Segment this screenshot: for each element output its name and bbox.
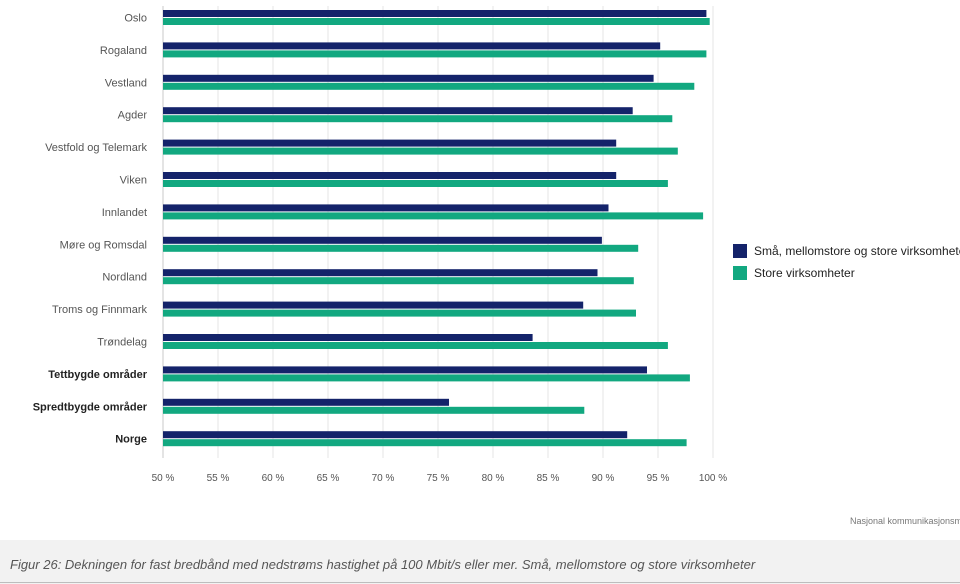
legend-swatch-series-1: [733, 244, 747, 258]
legend-item-series-2[interactable]: Store virksomheter: [733, 262, 960, 284]
bar-series-1[interactable]: [163, 431, 628, 439]
divider: [0, 582, 960, 583]
y-category-label: Oslo: [124, 13, 147, 25]
y-category-label: Trøndelag: [97, 337, 147, 349]
y-category-label: Spredtbygde områder: [33, 401, 148, 413]
bar-series-2[interactable]: [163, 212, 704, 220]
bar-series-2[interactable]: [163, 277, 634, 285]
y-category-label: Rogaland: [100, 45, 147, 57]
bar-series-1[interactable]: [163, 236, 602, 244]
x-tick-label: 70 %: [372, 473, 395, 484]
figure-caption: Figur 26: Dekningen for fast bredbånd me…: [10, 557, 756, 572]
bar-series-2[interactable]: [163, 82, 695, 90]
x-tick-label: 60 %: [262, 473, 285, 484]
bar-series-1[interactable]: [163, 42, 661, 50]
y-category-label: Vestfold og Telemark: [45, 142, 147, 154]
x-tick-label: 80 %: [482, 473, 505, 484]
legend-label-series-2: Store virksomheter: [754, 266, 855, 280]
bar-series-2[interactable]: [163, 50, 707, 58]
x-tick-label: 95 %: [647, 473, 670, 484]
y-category-label: Norge: [115, 434, 147, 446]
y-category-label: Nordland: [102, 272, 147, 284]
y-category-label: Møre og Romsdal: [60, 239, 147, 251]
bar-series-1[interactable]: [163, 74, 654, 82]
x-tick-label: 50 %: [152, 473, 175, 484]
chart-panel: 50 % 55 % 60 % 65 % 70 % 75 % 80 % 85 % 90 % 95 %…: [0, 0, 960, 540]
chart-legend: Små, mellomstore og store virksomheter S…: [733, 240, 960, 284]
bar-series-1[interactable]: [163, 334, 533, 341]
y-category-label: Vestland: [105, 77, 147, 89]
x-tick-label: 85 %: [537, 473, 560, 484]
bar-series-2[interactable]: [163, 374, 690, 382]
bar-series-1[interactable]: [163, 398, 449, 406]
legend-item-series-1[interactable]: Små, mellomstore og store virksomheter: [733, 240, 960, 262]
bar-series-2[interactable]: [163, 115, 673, 123]
bar-series-2[interactable]: [163, 147, 678, 155]
bar-series-2[interactable]: [163, 439, 687, 447]
x-tick-label: 100 %: [699, 473, 727, 484]
bar-series-2[interactable]: [163, 406, 585, 414]
bar-series-1[interactable]: [163, 269, 598, 277]
y-category-label: Innlandet: [102, 207, 147, 219]
bar-series-1[interactable]: [163, 366, 647, 374]
bar-series-2[interactable]: [163, 309, 636, 317]
bar-series-1[interactable]: [163, 204, 609, 212]
bar-series-1[interactable]: [163, 301, 584, 309]
legend-label-series-1: Små, mellomstore og store virksomheter: [754, 244, 960, 258]
y-category-label: Troms og Finnmark: [52, 304, 147, 316]
y-category-label: Tettbygde områder: [48, 369, 148, 381]
x-tick-label: 90 %: [592, 473, 615, 484]
bar-series-1[interactable]: [163, 107, 633, 115]
bar-series-1[interactable]: [163, 10, 707, 17]
y-category-label: Viken: [120, 175, 147, 187]
x-tick-label: 65 %: [317, 473, 340, 484]
chart-credit: Nasjonal kommunikasjonsmyndighet: [850, 516, 960, 526]
x-tick-label: 75 %: [427, 473, 450, 484]
bar-series-2[interactable]: [163, 342, 668, 349]
bar-series-2[interactable]: [163, 180, 668, 187]
bar-series-1[interactable]: [163, 139, 617, 147]
y-category-label: Agder: [118, 110, 148, 122]
bar-chart: 50 % 55 % 60 % 65 % 70 % 75 % 80 % 85 % 90 % 95 %…: [33, 6, 727, 484]
bar-series-2[interactable]: [163, 18, 710, 25]
bar-series-2[interactable]: [163, 244, 639, 252]
bar-series-1[interactable]: [163, 172, 617, 179]
legend-swatch-series-2: [733, 266, 747, 280]
x-tick-label: 55 %: [207, 473, 230, 484]
